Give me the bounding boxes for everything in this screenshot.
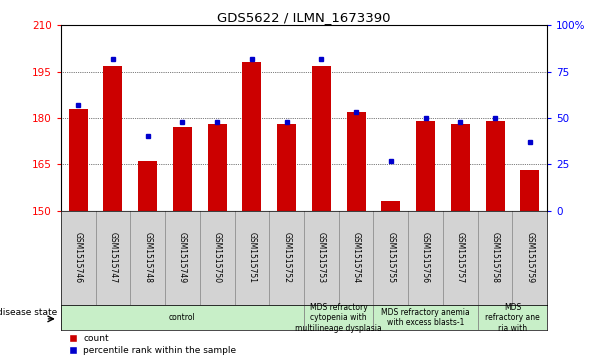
Text: GSM1515759: GSM1515759 [525,232,534,283]
Bar [277,124,296,211]
Bar [416,121,435,211]
Text: GSM1515758: GSM1515758 [491,232,500,283]
Bar [478,305,547,330]
Bar [373,305,478,330]
Text: GSM1515755: GSM1515755 [386,232,395,283]
Bar [243,62,261,211]
Bar [486,121,505,211]
Bar [69,109,88,211]
Text: disease state: disease state [0,308,58,317]
Bar [304,305,373,330]
Bar [61,305,304,330]
Bar [138,161,157,211]
Bar [173,127,192,211]
Legend: count, percentile rank within the sample: count, percentile rank within the sample [65,331,240,359]
Text: GSM1515751: GSM1515751 [247,232,257,283]
Text: MDS
refractory ane
ria with: MDS refractory ane ria with [485,303,540,333]
Text: GSM1515746: GSM1515746 [74,232,83,283]
Text: GSM1515749: GSM1515749 [178,232,187,283]
Text: MDS refractory anemia
with excess blasts-1: MDS refractory anemia with excess blasts… [381,308,470,327]
Bar [451,124,470,211]
Text: GSM1515750: GSM1515750 [213,232,222,283]
Text: GSM1515748: GSM1515748 [143,232,152,283]
Text: GSM1515754: GSM1515754 [351,232,361,283]
Bar [381,201,401,211]
Bar [103,66,122,211]
Bar [312,66,331,211]
Bar [207,124,227,211]
Bar [347,112,365,211]
Text: MDS refractory
cytopenia with
multilineage dysplasia: MDS refractory cytopenia with multilinea… [295,303,382,333]
Bar [520,171,539,211]
Title: GDS5622 / ILMN_1673390: GDS5622 / ILMN_1673390 [217,11,391,24]
Text: GSM1515752: GSM1515752 [282,232,291,283]
Text: GSM1515753: GSM1515753 [317,232,326,283]
Text: control: control [169,313,196,322]
Text: GSM1515747: GSM1515747 [108,232,117,283]
Text: GSM1515757: GSM1515757 [456,232,465,283]
Text: GSM1515756: GSM1515756 [421,232,430,283]
